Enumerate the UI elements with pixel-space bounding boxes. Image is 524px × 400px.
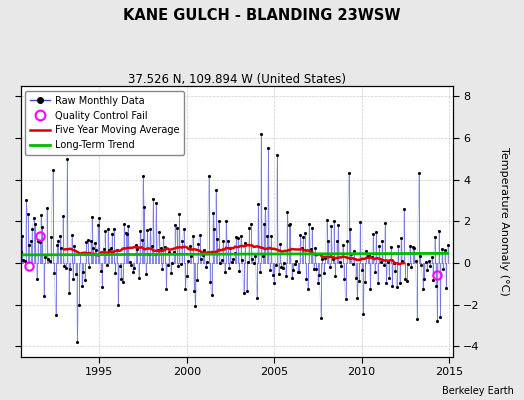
Legend: Raw Monthly Data, Quality Control Fail, Five Year Moving Average, Long-Term Tren: Raw Monthly Data, Quality Control Fail, … [26, 91, 184, 155]
Text: Berkeley Earth: Berkeley Earth [442, 386, 514, 396]
Text: KANE GULCH - BLANDING 23WSW: KANE GULCH - BLANDING 23WSW [123, 8, 401, 23]
Title: 37.526 N, 109.894 W (United States): 37.526 N, 109.894 W (United States) [128, 73, 346, 86]
Y-axis label: Temperature Anomaly (°C): Temperature Anomaly (°C) [499, 147, 509, 296]
